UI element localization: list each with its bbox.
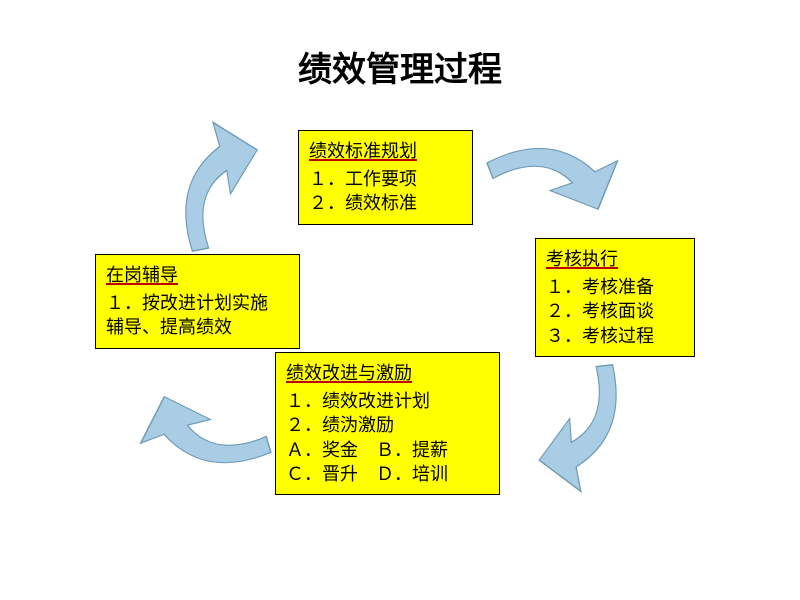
arrow-shape	[140, 395, 275, 467]
box-left-item: １．按改进计划实施	[106, 291, 289, 315]
box-left-title: 在岗辅导	[106, 261, 289, 287]
arrow-top-right	[475, 130, 625, 240]
arrow-shape	[178, 120, 260, 259]
arrow-shape	[487, 148, 618, 209]
box-top-title: 绩效标准规划	[309, 137, 462, 163]
box-right-item: ２．考核面谈	[546, 299, 684, 323]
box-left: 在岗辅导 １．按改进计划实施 辅导、提高绩效	[95, 254, 300, 349]
diagram-stage: 绩效管理过程 绩效标准规划 １．工作要项 ２．绩效标准 考核执行 １．考核准备 …	[0, 0, 800, 600]
arrow-shape	[534, 353, 626, 495]
arrow-bottom-left	[135, 370, 285, 480]
page-title: 绩效管理过程	[0, 42, 800, 91]
box-bottom: 绩效改进与激励 １．绩效改进计划 ２．绩沩激励 Ａ．奖金 Ｂ．提薪 Ｃ．晋升 Ｄ…	[275, 352, 500, 495]
box-right-title: 考核执行	[546, 245, 684, 271]
box-bottom-item: １．绩效改进计划	[286, 389, 489, 413]
box-top-item: １．工作要项	[309, 167, 462, 191]
box-bottom-item: Ａ．奖金 Ｂ．提薪	[286, 438, 489, 462]
box-right: 考核执行 １．考核准备 ２．考核面谈 ３．考核过程	[535, 238, 695, 357]
box-right-item: １．考核准备	[546, 275, 684, 299]
box-bottom-item: Ｃ．晋升 Ｄ．培训	[286, 462, 489, 486]
arrow-top-left	[150, 138, 300, 248]
box-bottom-title: 绩效改进与激励	[286, 359, 489, 385]
box-top-item: ２．绩效标准	[309, 191, 462, 215]
box-right-item: ３．考核过程	[546, 324, 684, 348]
arrow-bottom-right	[500, 365, 650, 475]
box-left-item: 辅导、提高绩效	[106, 315, 289, 339]
box-bottom-item: ２．绩沩激励	[286, 413, 489, 437]
box-top: 绩效标准规划 １．工作要项 ２．绩效标准	[298, 130, 473, 225]
